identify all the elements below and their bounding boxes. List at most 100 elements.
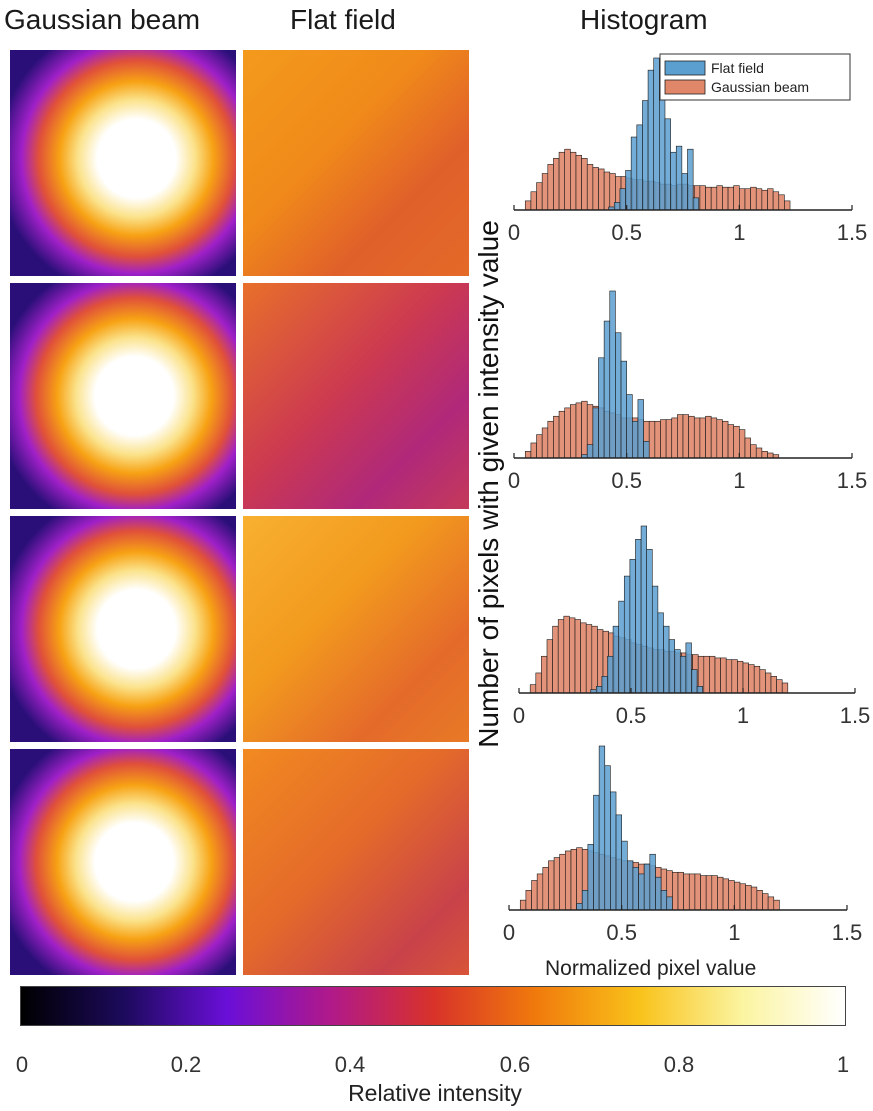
gaussian-beam-bar <box>547 164 554 211</box>
colorbar-label: Relative intensity <box>348 1080 522 1106</box>
gaussian-beam-bar <box>541 427 549 459</box>
x-tick-label: 0 <box>508 468 520 493</box>
gaussian-beam-bar <box>767 188 774 211</box>
gaussian-beam-bar <box>694 873 701 911</box>
gaussian-beam-bar <box>776 679 783 694</box>
gaussian-beam-bar <box>778 194 785 211</box>
x-tick-label: 1 <box>737 703 749 728</box>
gaussian-image <box>10 283 236 509</box>
flat-field-bar <box>593 794 600 911</box>
gaussian-beam-bar <box>530 442 537 459</box>
flat-field-bar <box>626 394 633 459</box>
flat-field-bar <box>668 639 675 694</box>
flat-field-bar <box>627 860 634 911</box>
gaussian-beam-bar <box>720 657 727 694</box>
x-tick-label: 1 <box>733 468 745 493</box>
gaussian-beam-bar <box>559 853 566 911</box>
flat-field-bar <box>630 136 638 211</box>
gaussian-beam-bar <box>703 655 710 694</box>
gaussian-beam-bar <box>705 875 713 911</box>
gaussian-beam-bar <box>739 188 746 211</box>
gaussian-beam-bar <box>727 186 734 211</box>
gaussian-beam-bar <box>598 168 605 211</box>
gaussian-beam-bar <box>565 850 572 911</box>
flat-field-bar <box>629 559 636 694</box>
gaussian-beam-bar <box>745 885 752 911</box>
flat-field-bar <box>637 399 644 459</box>
flat-field-bar <box>657 612 664 694</box>
flat-field-bar <box>655 876 662 911</box>
legend-swatch-flat-field <box>664 60 706 76</box>
y-axis-label: Number of pixels with given intensity va… <box>473 220 504 748</box>
gaussian-beam-bar <box>688 873 696 911</box>
colorbar-tick: 1 <box>836 1052 850 1077</box>
gaussian-beam-bar <box>563 615 570 694</box>
flat-field-bar <box>598 745 606 911</box>
flat-field-bar <box>598 357 605 459</box>
gaussian-beam-bar <box>722 420 729 459</box>
flat-field-bar <box>610 791 617 911</box>
gaussian-beam-bar <box>755 188 763 211</box>
flat-field-bar <box>595 686 603 694</box>
flat-field-bar <box>674 649 681 694</box>
x-tick-label: 1.5 <box>837 468 868 493</box>
flat-field-bar <box>609 290 616 459</box>
gaussian-beam-bar <box>742 662 749 694</box>
gaussian-beam-bar <box>592 167 599 211</box>
gaussian-beam-bar <box>722 186 729 211</box>
gaussian-beam-bar <box>586 164 594 211</box>
flat-field-bar <box>623 575 631 694</box>
flat-field-bar <box>592 407 599 459</box>
flat-field-image <box>243 283 469 509</box>
flat-field-bar <box>663 625 670 694</box>
x-tick-label: 1 <box>733 220 745 245</box>
gaussian-beam-bar <box>781 682 789 694</box>
flat-field-bar <box>618 600 625 694</box>
flat-field-bar <box>587 844 594 911</box>
gaussian-beam-bar <box>728 880 735 911</box>
gaussian-beam-bar <box>683 873 690 911</box>
gaussian-beam-bar <box>767 452 774 459</box>
gaussian-beam-bar <box>744 188 751 211</box>
colorbar <box>20 986 846 1026</box>
flat-field-bar <box>649 853 656 911</box>
legend-entry-label: Flat field <box>711 60 764 76</box>
gaussian-beam-bar <box>688 415 695 459</box>
colorbar-tick: 0.2 <box>170 1052 202 1077</box>
colorbar-tick: 0 <box>15 1052 29 1077</box>
flat-field-bar <box>612 625 619 694</box>
gaussian-beam-bar <box>553 857 560 911</box>
flat-field-bar <box>635 539 642 694</box>
gaussian-beam-bar <box>558 151 565 211</box>
flat-field-bar <box>632 420 639 459</box>
flat-field-image <box>243 516 469 742</box>
x-tick-label: 0.5 <box>611 220 642 245</box>
gaussian-beam-bar <box>716 185 723 211</box>
title-histogram: Histogram <box>580 4 708 35</box>
legend: Flat field Gaussian beam <box>659 53 851 101</box>
histogram-panel-2: 0 0.5 1 1.5 <box>500 285 870 510</box>
flat-field-bar <box>646 549 653 694</box>
gaussian-beam-bar <box>761 451 768 459</box>
flat-field-bar <box>691 669 698 694</box>
gaussian-beam-bar <box>558 410 565 459</box>
gaussian-beam-bar <box>541 655 548 694</box>
gaussian-beam-bar <box>581 400 588 459</box>
gaussian-beam-bar <box>737 660 744 694</box>
gaussian-beam-bar <box>553 158 560 211</box>
gaussian-beam-bar <box>570 404 577 459</box>
gaussian-beam-bar <box>744 437 751 459</box>
gaussian-beam-bar <box>699 185 706 211</box>
flat-field-bar <box>647 69 655 211</box>
title-gaussian: Gaussian beam <box>4 4 201 35</box>
gaussian-beam-bar <box>529 684 537 694</box>
flat-field-bar <box>576 903 583 911</box>
flat-field-bar <box>619 188 626 211</box>
gaussian-beam-bar <box>722 878 729 911</box>
gaussian-beam-bar <box>536 434 543 459</box>
gaussian-beam-bar <box>714 657 721 694</box>
gaussian-beam-bar <box>765 672 772 694</box>
gaussian-beam-bar <box>733 425 740 459</box>
flat-field-bar <box>664 118 671 211</box>
flat-field-bar <box>670 151 677 211</box>
